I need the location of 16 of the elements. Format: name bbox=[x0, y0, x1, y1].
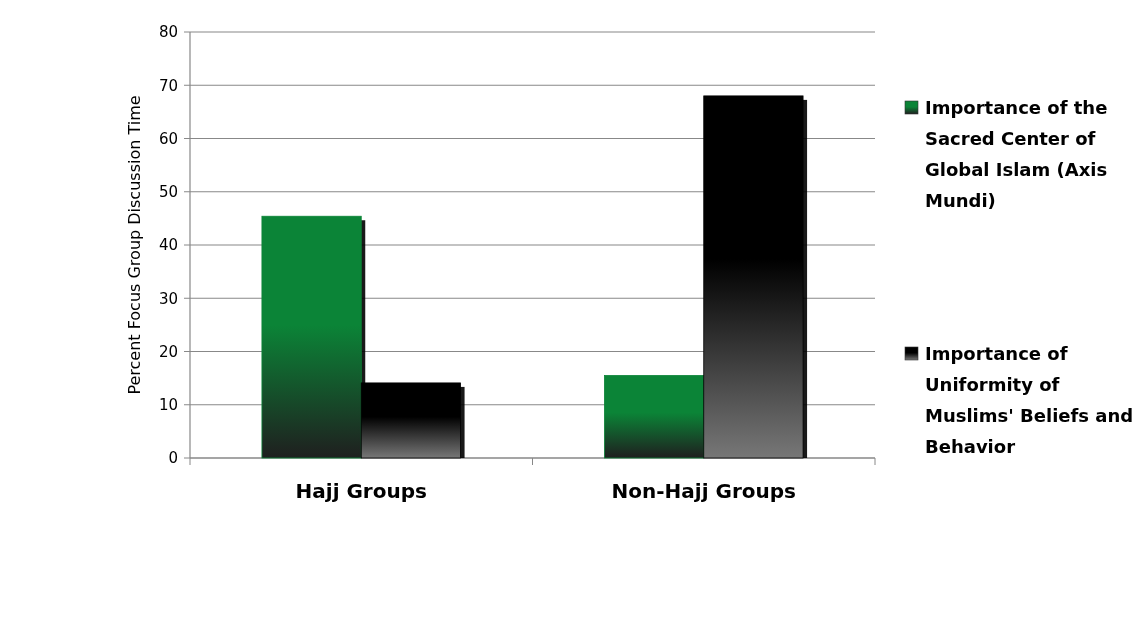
y-tick-label: 20 bbox=[158, 342, 178, 361]
x-tick-label: Non-Hajj Groups bbox=[611, 479, 796, 503]
y-tick-label: 30 bbox=[158, 289, 178, 308]
bar bbox=[261, 215, 362, 459]
y-tick-label: 0 bbox=[168, 449, 178, 468]
y-tick-label: 50 bbox=[158, 183, 178, 201]
y-tick-label: 10 bbox=[158, 396, 178, 414]
y-tick-label: 70 bbox=[158, 76, 178, 95]
y-tick-label: 60 bbox=[158, 129, 178, 148]
y-axis-title: Percent Focus Group Discussion Time bbox=[125, 95, 144, 395]
bar bbox=[604, 375, 705, 459]
y-tick-label: 80 bbox=[158, 23, 178, 42]
x-tick-label: Hajj Groups bbox=[295, 479, 427, 503]
y-tick-label: 40 bbox=[158, 236, 178, 255]
legend-label: Importance of the Sacred Center of Global Islam (Axis Mundi) bbox=[925, 97, 1108, 211]
legend-label: Importance of Uniformity of Muslims' Beliefs and Behavior bbox=[925, 343, 1134, 457]
